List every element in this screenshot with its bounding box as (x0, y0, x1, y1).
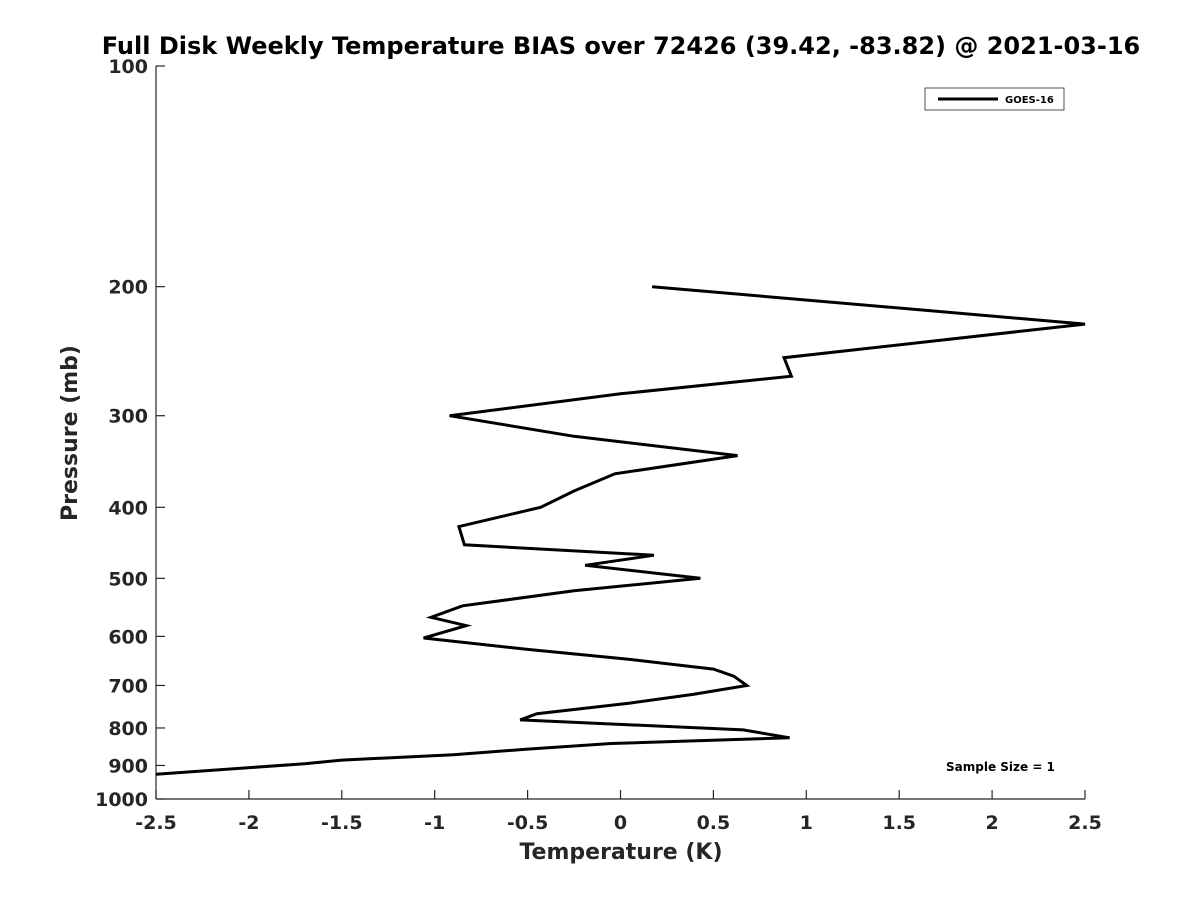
y-tick-label: 500 (108, 568, 148, 590)
x-tick-label: -0.5 (507, 812, 549, 834)
x-tick-label: -2 (238, 812, 259, 834)
y-tick-label: 400 (108, 497, 148, 519)
x-axis-label: Temperature (K) (519, 840, 722, 865)
series-line-goes16 (155, 285, 1086, 776)
sample-size-annotation: Sample Size = 1 (946, 760, 1055, 774)
x-tick-label: 1 (800, 812, 813, 834)
y-tick-label: 100 (108, 56, 148, 78)
chart-title: Full Disk Weekly Temperature BIAS over 7… (102, 32, 1141, 60)
x-tick-label: 2.5 (1068, 812, 1102, 834)
x-axis-ticks: -2.5 -2 -1.5 -1 -0.5 0 0.5 1 1.5 2 2.5 (135, 790, 1102, 834)
y-axis-ticks: 100 200 300 400 500 600 700 800 900 1000 (95, 56, 165, 811)
x-tick-label: -1 (424, 812, 445, 834)
x-tick-label: -2.5 (135, 812, 177, 834)
x-tick-label: 1.5 (882, 812, 916, 834)
y-tick-label: 600 (108, 626, 148, 648)
y-tick-label: 300 (108, 406, 148, 428)
series-goes16 (155, 285, 1086, 776)
x-tick-label: 2 (985, 812, 998, 834)
plot-area (156, 66, 1085, 799)
x-tick-label: -1.5 (321, 812, 363, 834)
y-tick-label: 200 (108, 277, 148, 299)
x-tick-label: 0.5 (697, 812, 731, 834)
y-axis-label: Pressure (mb) (58, 345, 83, 521)
legend: GOES-16 (924, 87, 1065, 111)
y-tick-label: 1000 (95, 789, 148, 811)
y-tick-label: 700 (108, 675, 148, 697)
y-tick-label: 800 (108, 718, 148, 740)
y-tick-label: 900 (108, 755, 148, 777)
legend-entry-goes16: GOES-16 (1005, 95, 1054, 106)
x-tick-label: 0 (614, 812, 627, 834)
